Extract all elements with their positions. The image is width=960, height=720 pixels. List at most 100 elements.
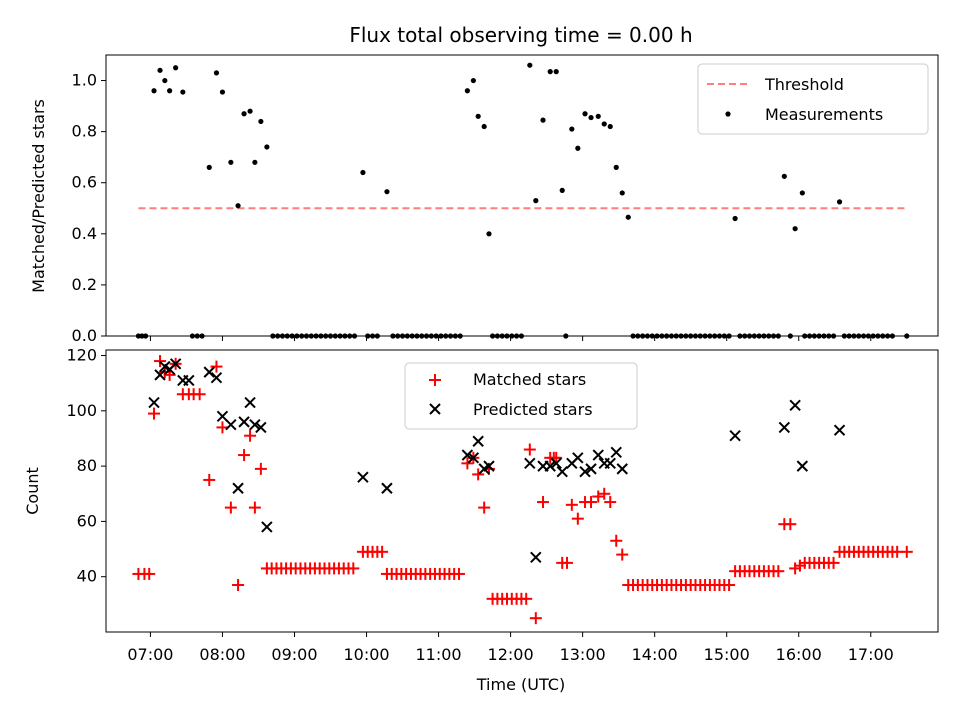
measurement-point	[258, 118, 264, 125]
matched-star-point	[248, 501, 261, 514]
predicted-star-point	[461, 449, 474, 461]
predicted-star-point	[244, 396, 256, 409]
top-legend: Threshold Measurements	[697, 63, 929, 135]
measurement-point	[213, 70, 220, 76]
matched-star-point	[571, 512, 584, 525]
matched-star-point	[598, 487, 611, 500]
bottom-xlabel: Time (UTC)	[476, 675, 565, 694]
top-ylabel: Matched/Predicted stars	[29, 99, 48, 293]
measurement-point	[252, 159, 258, 165]
bottom-ytick-label: 120	[66, 346, 97, 365]
bottom-ytick-label: 80	[77, 456, 97, 475]
measurement-point	[799, 190, 805, 196]
top-axes-frame	[105, 54, 939, 337]
measurement-point	[547, 69, 553, 75]
measurement-point	[613, 164, 619, 170]
matched-star-point	[478, 501, 491, 514]
predicted-star-point	[232, 482, 244, 494]
matched-star-point	[616, 548, 629, 561]
matched-star-point	[210, 360, 223, 373]
measurement-point	[569, 126, 575, 132]
predicted-star-point	[148, 396, 160, 409]
matched-star-point	[254, 462, 267, 475]
predicted-star-point	[604, 457, 616, 470]
measurement-point	[151, 88, 157, 94]
predicted-star-point	[778, 421, 791, 434]
legend-matched-label: Matched stars	[473, 370, 586, 389]
matched-star-point	[537, 496, 550, 509]
measurement-point	[527, 62, 533, 68]
measurement-point	[601, 121, 607, 127]
bottom-xtick-label: 15:00	[704, 645, 750, 664]
predicted-star-point	[610, 446, 622, 459]
predicted-star-point	[249, 418, 261, 431]
predicted-star-point	[154, 369, 166, 381]
measurement-point	[533, 198, 539, 204]
bottom-legend: Matched stars Predicted stars	[404, 362, 638, 430]
measurement-point	[836, 199, 843, 205]
predicted-star-point	[261, 521, 273, 533]
top-ytick-label: 0.8	[72, 122, 97, 141]
predicted-star-point	[255, 421, 267, 434]
predicted-star-point	[592, 449, 604, 461]
matched-star-point	[452, 567, 465, 580]
matched-star-point	[472, 468, 485, 481]
measurement-point	[588, 114, 594, 121]
predicted-star-point	[572, 452, 584, 464]
bottom-xtick-label: 17:00	[848, 645, 894, 664]
predicted-star-point	[225, 418, 237, 431]
bottom-ytick-label: 60	[77, 511, 97, 530]
matched-star-point	[610, 534, 623, 547]
matched-star-point	[523, 443, 536, 456]
measurement-point	[247, 108, 253, 114]
bottom-xtick-label: 12:00	[488, 645, 534, 664]
measurement-point	[235, 203, 241, 209]
predicted-star-point	[530, 551, 542, 564]
bottom-ytick-label: 100	[66, 401, 97, 420]
predicted-star-point	[833, 424, 846, 436]
measurement-point	[732, 215, 738, 222]
measurement-point	[360, 169, 366, 176]
bottom-xtick-label: 09:00	[271, 645, 317, 664]
predicted-star-point	[579, 465, 591, 478]
matched-star-point	[529, 612, 542, 625]
matched-star-point	[723, 579, 736, 591]
measurement-point	[264, 144, 270, 150]
predicted-star-point	[616, 463, 628, 475]
matched-star-point	[565, 498, 578, 511]
top-ytick-label: 1.0	[72, 71, 97, 90]
legend-predicted-swatch	[429, 403, 441, 415]
predicted-star-point	[472, 435, 484, 447]
bottom-xtick-label: 13:00	[560, 645, 606, 664]
predicted-star-point	[381, 482, 393, 494]
bottom-xtick-label: 07:00	[127, 645, 173, 664]
measurement-point	[167, 88, 173, 94]
measurement-point	[180, 89, 186, 95]
bottom-xtick-label: 14:00	[632, 645, 678, 664]
predicted-star-point	[483, 460, 495, 472]
top-ytick-label: 0.2	[72, 275, 97, 294]
top-ytick-label: 0.6	[72, 173, 97, 192]
matched-star-point	[561, 556, 574, 569]
measurement-point	[582, 111, 588, 117]
measurement-point	[540, 117, 546, 123]
measurement-point	[486, 231, 492, 237]
predicted-star-point	[729, 429, 741, 442]
matched-star-point	[193, 388, 206, 401]
measurement-point	[384, 189, 390, 195]
measurement-point	[595, 113, 601, 119]
bottom-xtick-label: 10:00	[343, 645, 389, 664]
bottom-xtick-label: 08:00	[199, 645, 245, 664]
matched-star-point	[347, 562, 360, 575]
measurement-point	[470, 77, 476, 84]
predicted-star-point	[550, 457, 562, 470]
predicted-star-point	[524, 457, 536, 470]
bottom-axes-frame	[105, 349, 939, 633]
matched-star-point	[238, 449, 251, 462]
matched-star-point	[244, 429, 257, 442]
matched-star-point	[224, 501, 237, 514]
matched-star-point	[203, 473, 216, 486]
matched-star-point	[772, 565, 785, 578]
bottom-panel: 40 60 80 100 120 07:00 08:00 09:00 10:00 11:00 12…	[23, 346, 939, 694]
predicted-star-point	[183, 374, 195, 387]
